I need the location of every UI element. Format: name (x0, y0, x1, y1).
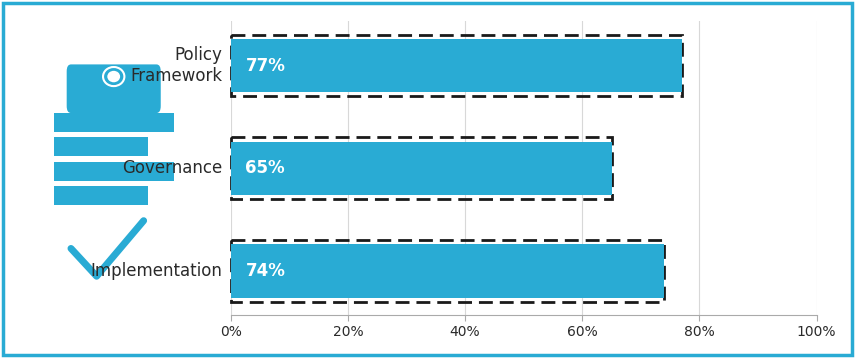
Ellipse shape (108, 71, 120, 82)
Text: 74%: 74% (245, 262, 286, 280)
FancyBboxPatch shape (60, 58, 168, 120)
Text: 65%: 65% (245, 159, 285, 177)
Bar (231, 244, 664, 297)
Text: 77%: 77% (245, 57, 286, 74)
Bar (54, 161, 174, 181)
Bar (231, 137, 611, 199)
FancyBboxPatch shape (67, 64, 161, 113)
Bar (231, 141, 611, 195)
Bar (231, 35, 681, 96)
Bar (54, 137, 148, 156)
Bar (231, 39, 681, 92)
Bar (231, 240, 664, 302)
Text: Policy: Policy (67, 33, 161, 61)
Bar (54, 186, 148, 205)
FancyBboxPatch shape (26, 75, 202, 311)
Ellipse shape (103, 67, 125, 86)
Bar (54, 113, 174, 132)
